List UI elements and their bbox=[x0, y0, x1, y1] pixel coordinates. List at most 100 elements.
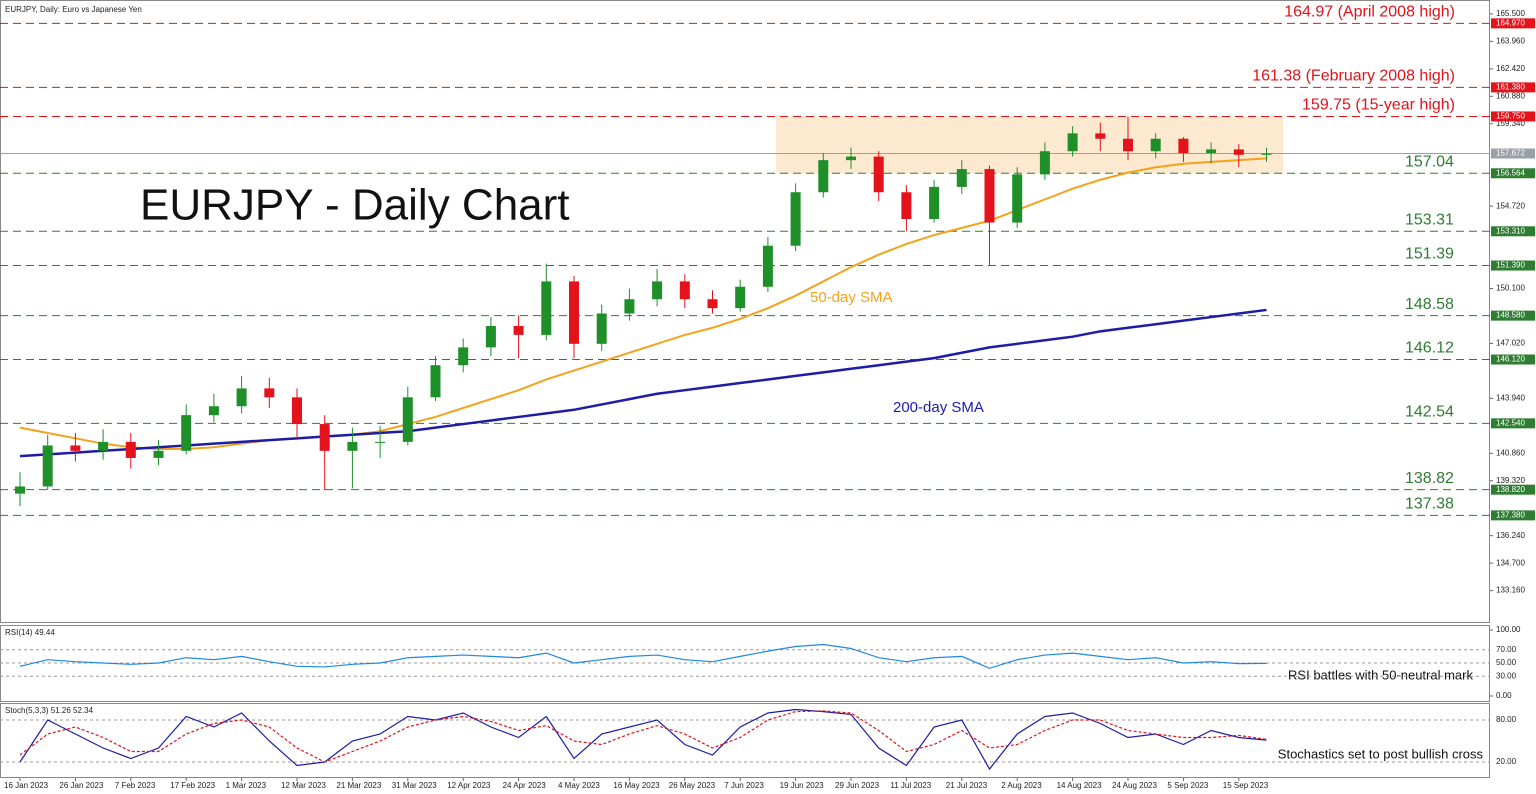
level-note: 137.38 bbox=[1405, 496, 1454, 513]
level-note: 138.82 bbox=[1405, 470, 1454, 487]
level-label: 156.564 bbox=[1496, 168, 1525, 177]
candle-body bbox=[790, 192, 801, 246]
y-tick-label: 143.940 bbox=[1496, 393, 1525, 402]
candle-body bbox=[1178, 138, 1189, 154]
level-note: 142.54 bbox=[1405, 404, 1454, 421]
level-label-bg bbox=[1491, 310, 1535, 321]
candle-body bbox=[1261, 153, 1272, 155]
level-label-bg bbox=[1491, 354, 1535, 365]
candle-body bbox=[846, 156, 856, 161]
x-tick-label: 21 Mar 2023 bbox=[336, 781, 381, 790]
last-price-label: 157.672 bbox=[1496, 149, 1525, 158]
x-tick-label: 4 May 2023 bbox=[558, 781, 600, 790]
level-label: 148.580 bbox=[1496, 311, 1525, 320]
indicator-line bbox=[19, 643, 1267, 669]
rsi-title: RSI(14) 49.44 bbox=[5, 628, 55, 637]
y-tick-label: 163.960 bbox=[1496, 36, 1525, 45]
stoch-note: Stochastics set to post bullish cross bbox=[1278, 746, 1484, 761]
candle-body bbox=[1067, 133, 1078, 152]
x-tick-label: 7 Feb 2023 bbox=[115, 781, 156, 790]
y-tick-label: 50.00 bbox=[1496, 658, 1517, 667]
price-panel bbox=[0, 0, 1490, 623]
candle-body bbox=[98, 441, 109, 451]
x-tick-label: 11 Jul 2023 bbox=[890, 781, 931, 790]
level-label-bg bbox=[1491, 510, 1535, 521]
x-tick-label: 29 Jun 2023 bbox=[835, 781, 880, 790]
candle-body bbox=[984, 169, 995, 223]
y-tick-label: 0.00 bbox=[1496, 691, 1512, 700]
candle-body bbox=[208, 406, 219, 416]
y-tick-label: 154.720 bbox=[1496, 201, 1525, 210]
level-note: 153.31 bbox=[1405, 212, 1454, 229]
level-label-bg bbox=[1491, 484, 1535, 495]
candle-body bbox=[125, 441, 136, 458]
x-tick-label: 24 Apr 2023 bbox=[503, 781, 547, 790]
x-tick-label: 26 Jan 2023 bbox=[59, 781, 104, 790]
level-label: 159.750 bbox=[1496, 112, 1525, 121]
candle-body bbox=[679, 281, 690, 300]
candle-body bbox=[596, 313, 607, 344]
candle-body bbox=[236, 388, 247, 407]
y-tick-label: 159.340 bbox=[1496, 119, 1525, 128]
x-tick-label: 1 Mar 2023 bbox=[226, 781, 267, 790]
x-tick-label: 12 Apr 2023 bbox=[447, 781, 491, 790]
x-tick-label: 5 Sep 2023 bbox=[1167, 781, 1208, 790]
chart-header: EURJPY, Daily: Euro vs Japanese Yen bbox=[5, 5, 142, 14]
candle-body bbox=[42, 445, 53, 487]
y-tick-label: 150.100 bbox=[1496, 284, 1525, 293]
level-label-bg bbox=[1491, 111, 1535, 122]
x-tick-label: 7 Jun 2023 bbox=[724, 781, 764, 790]
level-label: 146.120 bbox=[1496, 355, 1525, 364]
candle-body bbox=[873, 156, 884, 193]
stoch-title: Stoch(5,3,3) 51.26 52.34 bbox=[5, 706, 94, 715]
candle-body bbox=[652, 281, 663, 300]
candle-body bbox=[430, 365, 441, 398]
candle-body bbox=[1123, 138, 1133, 152]
x-tick-label: 26 May 2023 bbox=[669, 781, 716, 790]
x-tick-label: 16 Jan 2023 bbox=[4, 781, 49, 790]
candle-body bbox=[541, 281, 552, 335]
candle-body bbox=[956, 169, 967, 187]
candle-body bbox=[319, 424, 330, 451]
candle-body bbox=[1233, 149, 1244, 155]
range-box bbox=[776, 116, 1284, 174]
y-tick-label: 162.420 bbox=[1496, 64, 1525, 73]
candle-body bbox=[1150, 138, 1161, 152]
level-note: 157.04 bbox=[1405, 153, 1454, 170]
candle-body bbox=[1095, 133, 1106, 139]
y-tick-label: 20.00 bbox=[1496, 757, 1517, 766]
level-label: 142.540 bbox=[1496, 418, 1525, 427]
candle-body bbox=[1039, 151, 1050, 175]
level-label-bg bbox=[1491, 168, 1535, 179]
level-note: 146.12 bbox=[1405, 340, 1454, 357]
level-label: 161.380 bbox=[1496, 82, 1525, 91]
candle-body bbox=[569, 281, 579, 344]
level-label: 164.970 bbox=[1496, 18, 1525, 27]
y-tick-label: 136.240 bbox=[1496, 531, 1525, 540]
y-tick-label: 100.00 bbox=[1496, 625, 1521, 634]
level-note: 161.38 (February 2008 high) bbox=[1252, 68, 1455, 85]
rsi-note: RSI battles with 50-neutral mark bbox=[1288, 667, 1473, 682]
candle-body bbox=[735, 286, 746, 309]
y-tick-label: 30.00 bbox=[1496, 671, 1517, 680]
candle-body bbox=[292, 397, 302, 425]
candle-body bbox=[264, 388, 275, 398]
y-tick-label: 134.700 bbox=[1496, 558, 1525, 567]
level-note: 159.75 (15-year high) bbox=[1302, 97, 1455, 114]
indicator-line bbox=[19, 710, 1267, 763]
series-label: 200-day SMA bbox=[893, 399, 984, 416]
candle-body bbox=[70, 445, 81, 451]
level-label-bg bbox=[1491, 18, 1535, 29]
y-tick-label: 80.00 bbox=[1496, 715, 1517, 724]
y-tick-label: 147.020 bbox=[1496, 339, 1525, 348]
candle-body bbox=[402, 397, 413, 442]
candle-body bbox=[1206, 149, 1217, 154]
candle-body bbox=[153, 450, 164, 458]
x-tick-label: 16 May 2023 bbox=[613, 781, 660, 790]
candle-body bbox=[707, 299, 718, 309]
level-label: 153.310 bbox=[1496, 226, 1525, 235]
level-label-bg bbox=[1491, 226, 1535, 237]
stoch-panel bbox=[0, 703, 1490, 778]
y-tick-label: 70.00 bbox=[1496, 645, 1517, 654]
